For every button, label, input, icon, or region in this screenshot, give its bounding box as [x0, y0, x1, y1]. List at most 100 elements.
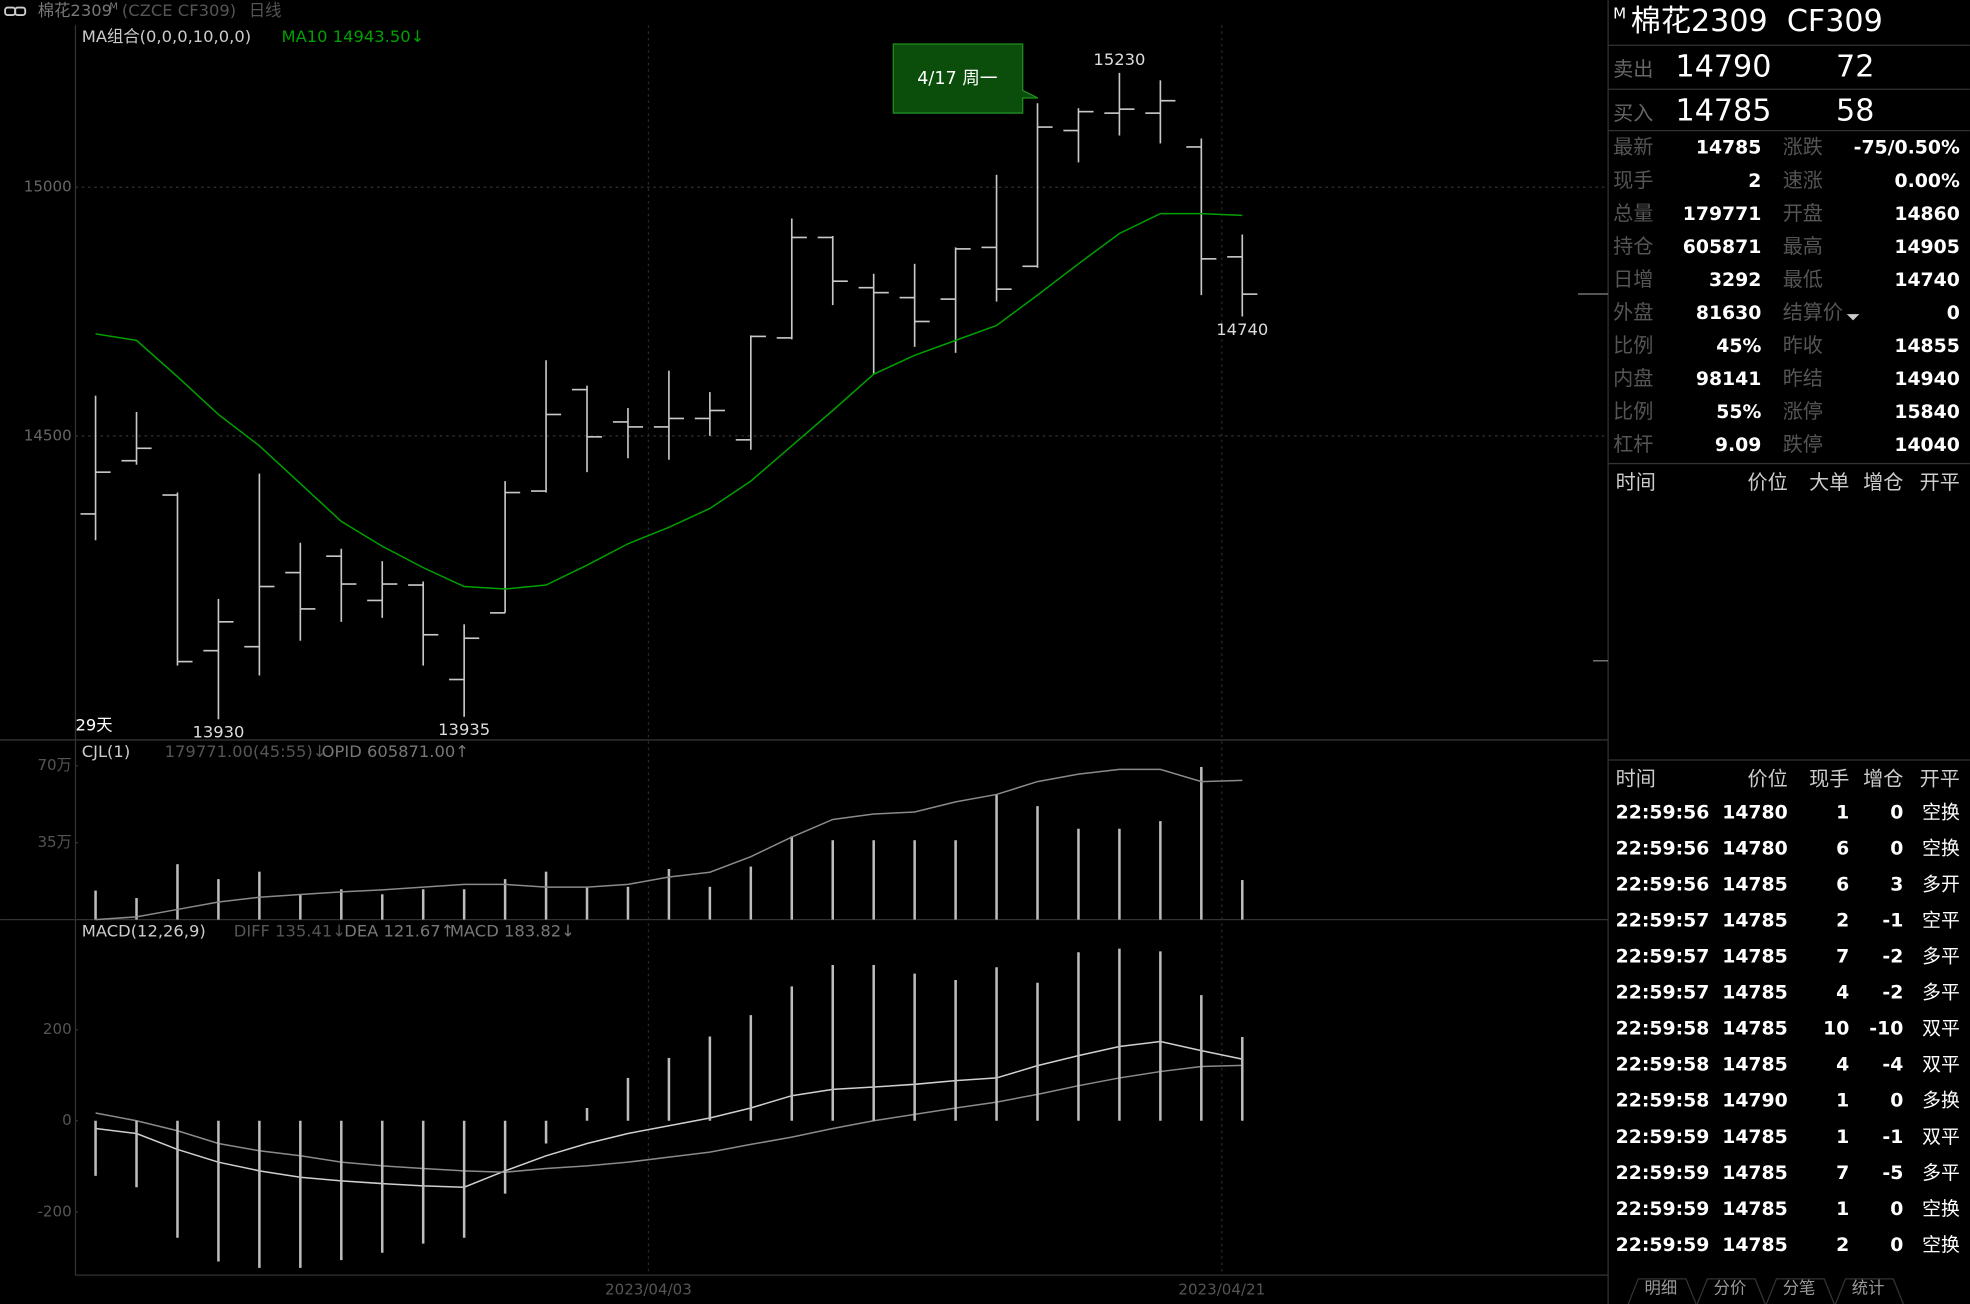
- trade-cell: 多开: [1922, 873, 1960, 895]
- extreme-label: 13935: [438, 720, 490, 739]
- trade-cell: 4: [1836, 983, 1849, 1004]
- series-line: [95, 212, 1243, 590]
- quote-value: 179771: [1683, 204, 1762, 225]
- trade-cell: 22:59:59: [1616, 1163, 1710, 1184]
- trade-cell: 14785: [1722, 1199, 1788, 1220]
- trade-cell: -10: [1869, 1019, 1903, 1040]
- trade-cell: 空换: [1922, 1234, 1960, 1256]
- trade-cell: 14785: [1722, 1235, 1788, 1256]
- trade-cell: 22:59:59: [1616, 1235, 1710, 1256]
- column-header: 时间: [1616, 767, 1656, 791]
- tab-shape: [1696, 1278, 1766, 1304]
- tab-shape: [1765, 1278, 1835, 1304]
- quote-value: 14855: [1894, 336, 1960, 357]
- y-tick-label: 14500: [24, 426, 72, 444]
- quote-value: 605871: [1683, 237, 1762, 258]
- trade-cell: 14785: [1722, 874, 1788, 895]
- quote-value: 45%: [1716, 336, 1761, 357]
- quote-label: 涨跌: [1783, 135, 1823, 159]
- quote-label: 最新: [1613, 135, 1653, 159]
- indicator-title: MACD(12,26,9): [82, 922, 206, 941]
- trade-cell: 22:59:56: [1616, 874, 1710, 895]
- trade-cell: 双平: [1922, 1127, 1960, 1148]
- order-label: 卖出: [1613, 57, 1653, 81]
- trade-cell: 6: [1836, 874, 1849, 895]
- trade-cell: 多平: [1922, 1162, 1960, 1184]
- quote-label: 结算价: [1783, 300, 1843, 324]
- trade-cell: 22:59:59: [1616, 1127, 1710, 1148]
- quote-label: 现手: [1613, 168, 1653, 192]
- trade-cell: 0: [1890, 1199, 1903, 1220]
- symbol[interactable]: 棉花2309: [38, 1, 112, 20]
- trade-cell: -2: [1882, 947, 1903, 968]
- column-header: 时间: [1616, 470, 1656, 494]
- trade-cell: 14790: [1722, 1091, 1788, 1112]
- trade-cell: 22:59:58: [1616, 1091, 1710, 1112]
- order-label: 买入: [1613, 101, 1653, 125]
- quote-value: 14905: [1894, 237, 1960, 258]
- trade-cell: 双平: [1922, 1019, 1960, 1040]
- legend-entry: DIFF 135.41↓: [234, 922, 346, 941]
- series-line: [95, 768, 1243, 921]
- trade-cell: -1: [1882, 910, 1903, 931]
- quote-label: 速涨: [1783, 168, 1823, 192]
- quote-label: 最低: [1783, 267, 1823, 291]
- date-tooltip: 4/17 周一: [892, 43, 1039, 114]
- tab[interactable]: 分笔: [1783, 1278, 1816, 1297]
- tab[interactable]: 统计: [1852, 1278, 1885, 1297]
- quote-label: 昨收: [1783, 333, 1823, 357]
- quote-label: 开盘: [1783, 201, 1823, 225]
- trade-cell: 0: [1890, 1091, 1903, 1112]
- trade-cell: 10: [1823, 1019, 1849, 1040]
- quote-label: 比例: [1613, 333, 1653, 357]
- quote-label: 总量: [1613, 201, 1653, 225]
- trade-cell: -1: [1882, 1127, 1903, 1148]
- quote-superscript: M: [1613, 4, 1626, 22]
- period-selector[interactable]: 日线: [249, 1, 282, 20]
- trade-cell: 14780: [1722, 838, 1788, 859]
- legend-entry: 179771.00(45:55)↓: [165, 742, 327, 761]
- quote-value: 0: [1947, 303, 1960, 324]
- column-header: 开平: [1920, 767, 1960, 791]
- trade-cell: 空换: [1922, 1198, 1960, 1220]
- trade-cell: 22:59:59: [1616, 1199, 1710, 1220]
- y-tick-label: -200: [38, 1202, 72, 1220]
- trade-cell: 22:59:58: [1616, 1055, 1710, 1076]
- trade-cell: 4: [1836, 1055, 1849, 1076]
- trade-cell: 14785: [1722, 1163, 1788, 1184]
- order-price: 14785: [1676, 93, 1772, 128]
- y-tick-label: 15000: [24, 178, 72, 196]
- quote-label: 持仓: [1613, 234, 1653, 258]
- tab[interactable]: 明细: [1645, 1278, 1678, 1297]
- column-header: 开平: [1920, 470, 1960, 494]
- quote-value: 2: [1748, 171, 1761, 192]
- trade-cell: -4: [1882, 1055, 1903, 1076]
- quote-label: 涨停: [1783, 399, 1823, 423]
- quote-title: 棉花2309 CF309: [1631, 4, 1883, 39]
- trade-cell: 多平: [1922, 946, 1960, 968]
- trade-cell: 14780: [1722, 802, 1788, 823]
- dropdown-icon[interactable]: [1846, 314, 1860, 321]
- tab[interactable]: 分价: [1714, 1278, 1747, 1297]
- quote-value: 14040: [1894, 435, 1960, 456]
- quote-value: 9.09: [1715, 435, 1761, 456]
- trade-cell: 7: [1836, 1163, 1849, 1184]
- x-tick-label: 2023/04/21: [1178, 1281, 1265, 1299]
- column-header: 现手: [1809, 767, 1849, 791]
- trade-cell: 22:59:57: [1616, 947, 1710, 968]
- trade-cell: 7: [1836, 947, 1849, 968]
- column-header: 大单: [1809, 470, 1849, 494]
- legend-entry: OPID 605871.00↑: [322, 742, 469, 761]
- link-icon: [4, 6, 27, 17]
- trade-cell: 22:59:57: [1616, 910, 1710, 931]
- trade-cell: 多平: [1922, 982, 1960, 1004]
- trade-cell: 1: [1836, 802, 1849, 823]
- trade-cell: 2: [1836, 1235, 1849, 1256]
- trade-cell: 空换: [1922, 801, 1960, 823]
- trade-cell: 14785: [1722, 983, 1788, 1004]
- quote-label: 比例: [1613, 399, 1653, 423]
- quote-value: 15840: [1894, 402, 1960, 423]
- legend-entry: DEA 121.67↑: [344, 922, 454, 941]
